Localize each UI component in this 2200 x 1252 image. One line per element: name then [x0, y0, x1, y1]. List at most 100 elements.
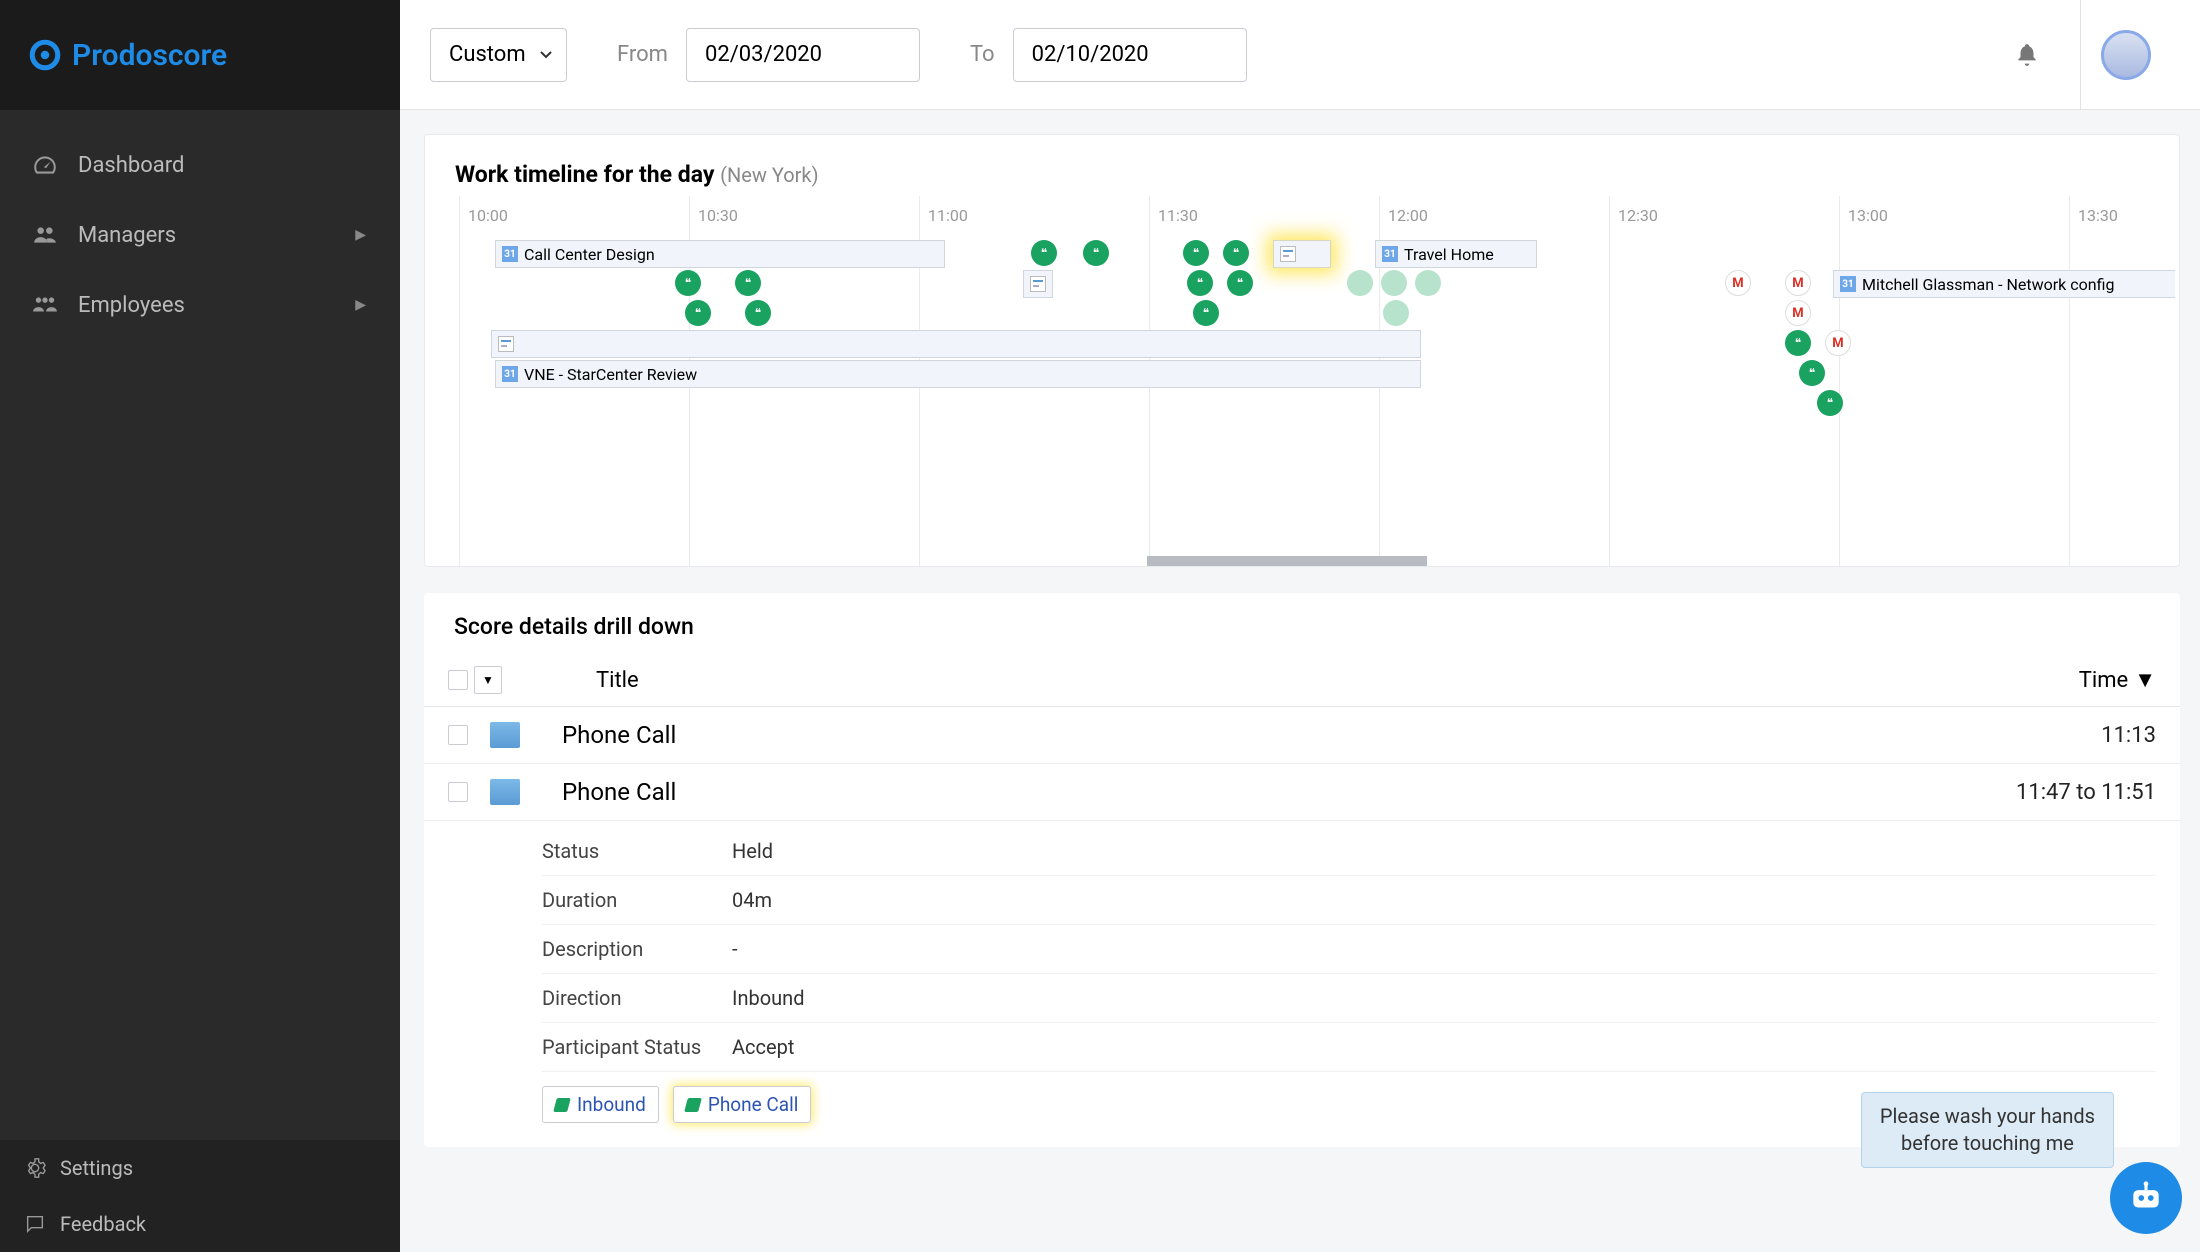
- tag[interactable]: Inbound: [542, 1086, 659, 1123]
- sidebar-item-label: Managers: [78, 223, 176, 248]
- detail-value: Held: [732, 839, 773, 863]
- sidebar-item-settings[interactable]: Settings: [0, 1140, 400, 1196]
- event-label: Travel Home: [1404, 245, 1494, 264]
- timeline-event[interactable]: 31Call Center Design: [495, 240, 945, 268]
- time-label: 13:00: [1848, 206, 1888, 225]
- doc-icon: [1280, 246, 1296, 262]
- row-title: Phone Call: [562, 721, 676, 749]
- chevron-right-icon: ▶: [355, 297, 366, 313]
- timeline-scrollbar[interactable]: [1147, 556, 1427, 566]
- detail-row: Participant StatusAccept: [542, 1023, 2156, 1072]
- detail-key: Direction: [542, 986, 732, 1010]
- user-menu[interactable]: [2080, 0, 2170, 110]
- timeline-event[interactable]: [491, 330, 1421, 358]
- sidebar-item-dashboard[interactable]: Dashboard: [0, 130, 400, 200]
- detail-key: Participant Status: [542, 1035, 732, 1059]
- table-row[interactable]: Phone Call11:47 to 11:51: [424, 764, 2180, 821]
- timeline-event[interactable]: [1273, 240, 1331, 268]
- sidebar-item-label: Settings: [60, 1156, 133, 1180]
- phone-icon: [490, 722, 520, 748]
- gmail-chip[interactable]: M: [1725, 270, 1751, 296]
- row-time: 11:47 to 11:51: [2016, 780, 2156, 805]
- chat-fab[interactable]: [2110, 1162, 2182, 1234]
- detail-key: Status: [542, 839, 732, 863]
- tag-label: Phone Call: [708, 1093, 799, 1116]
- col-title[interactable]: Title: [596, 668, 639, 693]
- users-icon: [30, 222, 60, 248]
- topbar: Custom From To: [400, 0, 2200, 110]
- hangout-chip[interactable]: [685, 300, 711, 326]
- hangout-light-chip[interactable]: [1415, 270, 1441, 296]
- event-label: VNE - StarCenter Review: [524, 365, 697, 384]
- hangout-chip[interactable]: [1785, 330, 1811, 356]
- chat-tooltip: Please wash your handsbefore touching me: [1861, 1092, 2114, 1168]
- hangout-chip[interactable]: [745, 300, 771, 326]
- tag-label: Inbound: [577, 1093, 646, 1116]
- gmail-chip[interactable]: M: [1785, 270, 1811, 296]
- row-checkbox[interactable]: [448, 782, 468, 802]
- topbar-right: [2014, 0, 2170, 110]
- time-label: 11:30: [1158, 206, 1198, 225]
- calendar-icon: 31: [1382, 246, 1398, 262]
- hangout-chip[interactable]: [1083, 240, 1109, 266]
- detail-key: Description: [542, 937, 732, 961]
- hangout-chip[interactable]: [1227, 270, 1253, 296]
- sidebar-item-feedback[interactable]: Feedback: [0, 1196, 400, 1252]
- sidebar-item-managers[interactable]: Managers ▶: [0, 200, 400, 270]
- hangout-chip[interactable]: [1223, 240, 1249, 266]
- timeline-event[interactable]: 31 VNE - StarCenter Review: [495, 360, 1421, 388]
- timeline-header: Work timeline for the day (New York): [425, 135, 2179, 196]
- time-label: 10:30: [698, 206, 738, 225]
- timeline-body[interactable]: 10:0010:3011:0011:3012:0012:3013:0013:30…: [429, 196, 2175, 566]
- hangout-light-chip[interactable]: [1347, 270, 1373, 296]
- detail-row: DirectionInbound: [542, 974, 2156, 1023]
- hangout-chip[interactable]: [1183, 240, 1209, 266]
- hangout-light-chip[interactable]: [1381, 270, 1407, 296]
- timeline-location: (New York): [720, 163, 818, 187]
- gmail-chip[interactable]: M: [1825, 330, 1851, 356]
- timeline-event[interactable]: 31 Travel Home: [1375, 240, 1537, 268]
- detail-row: Description-: [542, 925, 2156, 974]
- hangout-chip[interactable]: [1031, 240, 1057, 266]
- table-header: ▼ Title Time▼: [424, 654, 2180, 707]
- prodoscore-logo-icon: [28, 38, 62, 72]
- hangout-chip[interactable]: [1817, 390, 1843, 416]
- timeline-event[interactable]: 31Mitchell Glassman - Network config: [1833, 270, 2175, 298]
- hangout-chip[interactable]: [1799, 360, 1825, 386]
- tag[interactable]: Phone Call: [673, 1086, 812, 1123]
- hangout-chip[interactable]: [735, 270, 761, 296]
- detail-value: Accept: [732, 1035, 794, 1059]
- bell-icon[interactable]: [2014, 40, 2040, 70]
- avatar: [2101, 30, 2151, 80]
- time-column: 12:30: [1609, 196, 1610, 566]
- bot-icon: [2127, 1179, 2165, 1217]
- from-date-input[interactable]: [686, 28, 920, 82]
- gauge-icon: [30, 152, 60, 178]
- col-time[interactable]: Time▼: [2079, 667, 2156, 693]
- hangout-chip[interactable]: [1187, 270, 1213, 296]
- detail-row: Duration04m: [542, 876, 2156, 925]
- calendar-icon: 31: [502, 246, 518, 262]
- sidebar-bottom: Settings Feedback: [0, 1140, 400, 1252]
- to-date-input[interactable]: [1013, 28, 1247, 82]
- hangout-chip[interactable]: [675, 270, 701, 296]
- row-checkbox[interactable]: [448, 725, 468, 745]
- chat-icon: [24, 1213, 46, 1235]
- hangout-chip[interactable]: [1193, 300, 1219, 326]
- select-all-checkbox[interactable]: [448, 670, 468, 690]
- sidebar-item-label: Feedback: [60, 1212, 146, 1236]
- event-label: Mitchell Glassman - Network config: [1862, 275, 2114, 294]
- time-label: 12:00: [1388, 206, 1428, 225]
- gmail-chip[interactable]: M: [1785, 300, 1811, 326]
- sidebar-item-employees[interactable]: Employees ▶: [0, 270, 400, 340]
- table-row[interactable]: Phone Call11:13: [424, 707, 2180, 764]
- date-range-select[interactable]: Custom: [430, 28, 567, 82]
- hangout-light-chip[interactable]: [1383, 300, 1409, 326]
- bulk-action-dropdown[interactable]: ▼: [474, 666, 502, 694]
- logo-bar: Prodoscore: [0, 0, 400, 110]
- timeline-event[interactable]: [1023, 270, 1053, 298]
- logo[interactable]: Prodoscore: [28, 38, 227, 73]
- time-column: 13:30: [2069, 196, 2070, 566]
- calendar-icon: 31: [502, 366, 518, 382]
- time-label: 13:30: [2078, 206, 2118, 225]
